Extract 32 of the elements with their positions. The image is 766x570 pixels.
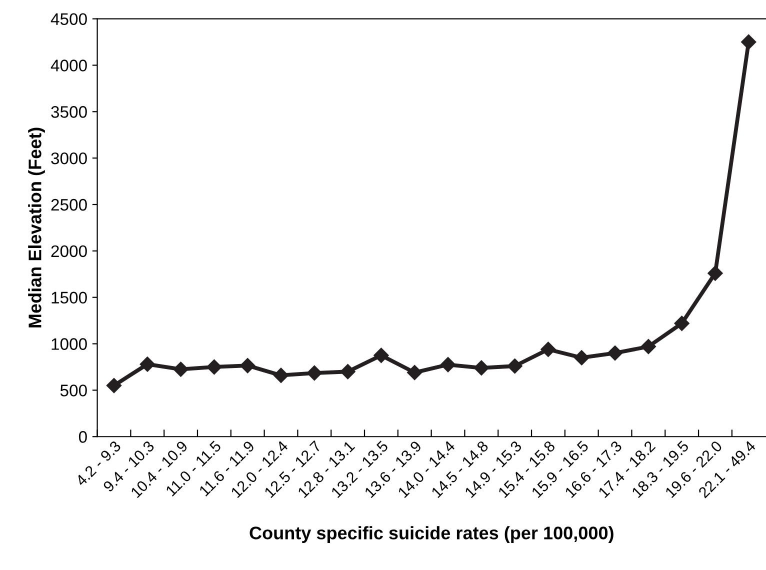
point <box>741 34 756 50</box>
point <box>540 342 556 357</box>
y-tick-label: 1500 <box>52 292 87 304</box>
point <box>407 364 422 380</box>
point <box>474 360 489 376</box>
point <box>240 358 256 374</box>
y-tick-label: 2500 <box>51 198 87 211</box>
y-tick-label: 3500 <box>51 106 87 118</box>
point <box>674 316 690 331</box>
y-tick-label: 4500 <box>50 13 87 26</box>
point <box>173 362 188 377</box>
y-tick-label: 500 <box>60 384 87 396</box>
x-axis-title: County specific suicide rates (per 100,000) <box>250 526 614 543</box>
point <box>106 378 122 394</box>
point <box>273 368 289 383</box>
point <box>374 348 389 363</box>
y-tick-label: 0 <box>78 431 87 443</box>
point <box>340 364 356 380</box>
y-tick-label: 1000 <box>52 338 87 350</box>
point <box>574 350 590 366</box>
y-tick-label: 2000 <box>51 245 87 258</box>
point <box>507 358 522 374</box>
point <box>140 356 155 372</box>
point <box>607 345 623 361</box>
point <box>708 266 723 281</box>
y-tick-label: 3000 <box>51 152 87 164</box>
point <box>440 357 456 372</box>
y-axis-title: Median Elevation (Feet) <box>28 128 45 328</box>
point <box>206 359 222 375</box>
point <box>640 338 656 354</box>
y-tick-label: 4000 <box>50 60 87 72</box>
point <box>306 365 322 381</box>
